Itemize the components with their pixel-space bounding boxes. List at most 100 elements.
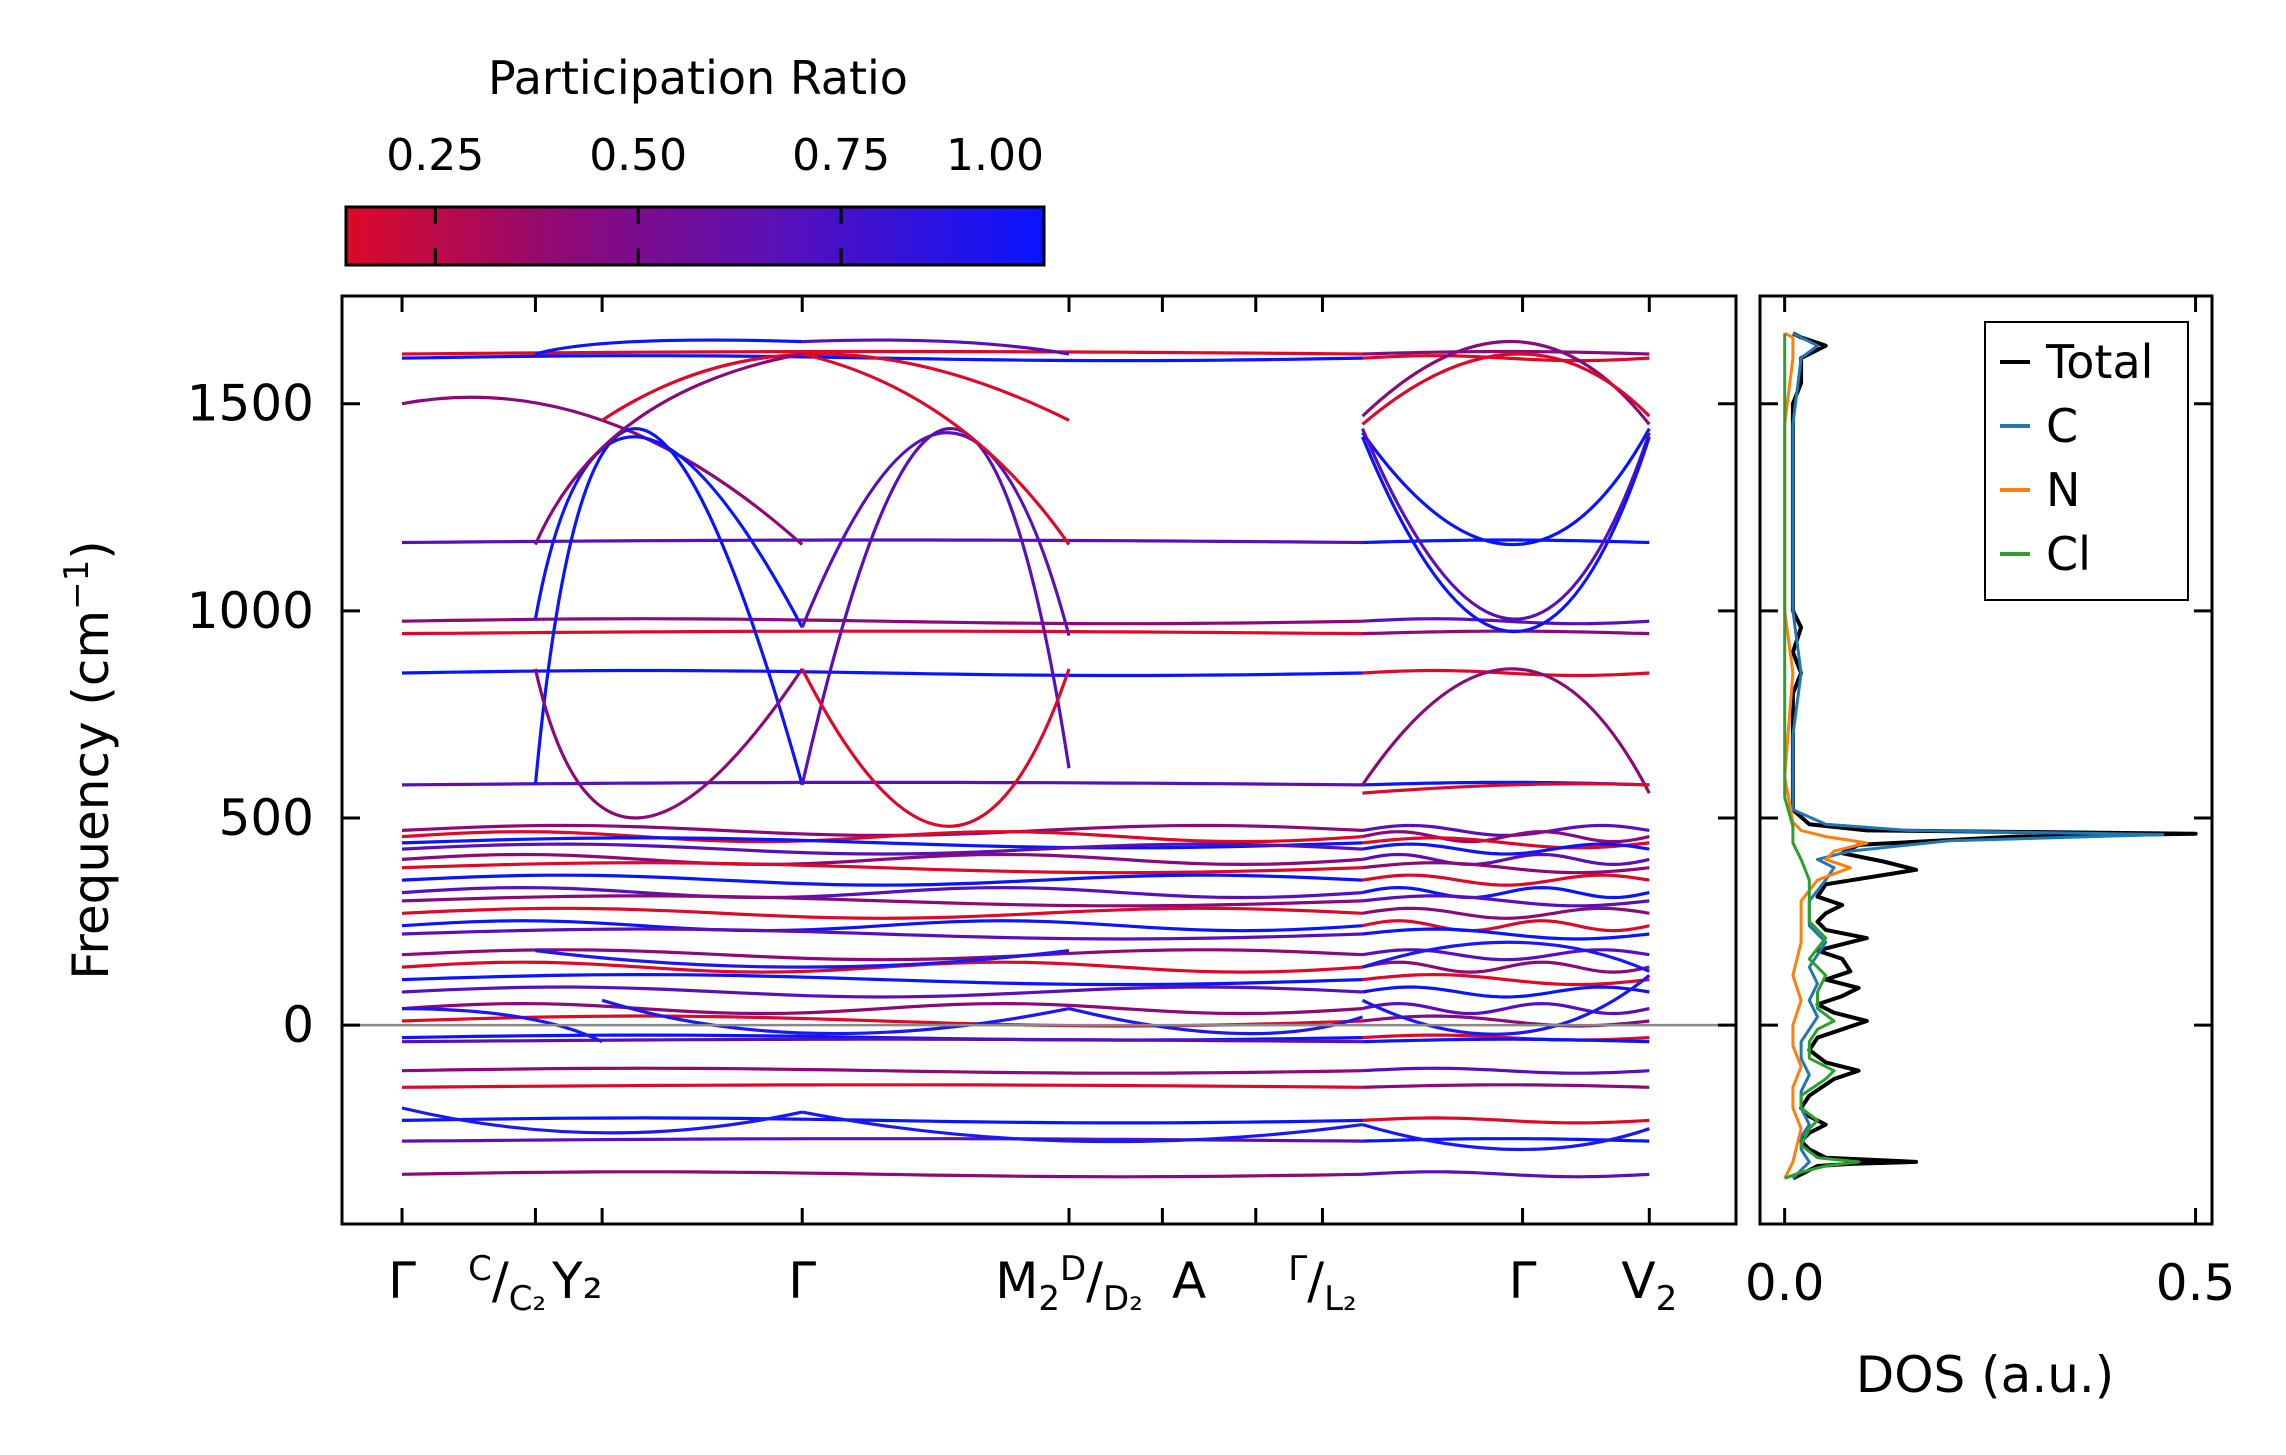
legend-label: C [2046, 399, 2078, 453]
band-line [1362, 1137, 1650, 1143]
band-line [1362, 960, 1650, 974]
legend-label: N [2046, 463, 2080, 517]
kpath-label: V2 [1621, 1252, 1677, 1319]
band-line [1362, 1066, 1650, 1075]
band-lines [401, 338, 1651, 1179]
band-line [802, 338, 1070, 356]
band-line [401, 1083, 1363, 1089]
band-structure-panel: 0 500 1000 1500 Γ C/C₂ Y₂ Γ M2D/D₂ A Γ/L₂ Γ V2 Freq… [57, 294, 2212, 1319]
dos-tick-label: 0.5 [2156, 1254, 2236, 1312]
band-line [1362, 1116, 1650, 1125]
band-line [1362, 1001, 1650, 1016]
dos-axis-label: DOS (a.u.) [1856, 1346, 2115, 1404]
dos-lines [1783, 331, 2198, 1181]
band-line [401, 852, 1363, 867]
band-line [1362, 1170, 1650, 1179]
band-line [1362, 873, 1650, 887]
band-line [1362, 927, 1650, 941]
band-line [401, 780, 1363, 787]
band-line [1362, 1123, 1650, 1152]
band-line [800, 427, 1071, 786]
kpath-label: A [1172, 1252, 1206, 1310]
band-line [533, 352, 803, 546]
band-line [1362, 842, 1650, 856]
band-line [1362, 354, 1650, 363]
band-line [401, 668, 1363, 678]
band-line [1362, 1083, 1650, 1089]
colorbar-ticks: 0.25 0.50 0.75 1.00 [386, 130, 1044, 265]
band-line [533, 668, 804, 820]
kpath-label: C/C₂ Y₂ [468, 1249, 603, 1319]
band-line [401, 906, 1363, 920]
band-line [401, 1037, 1363, 1044]
band-line [1362, 940, 1650, 973]
band-line [401, 836, 1363, 850]
band-line [1362, 782, 1650, 795]
band-line [401, 1001, 1363, 1016]
band-line [401, 1116, 1363, 1125]
band-line [601, 352, 1070, 422]
band-line [800, 431, 1071, 637]
kpath-labels: Γ C/C₂ Y₂ Γ M2D/D₂ A Γ/L₂ Γ V2 [388, 1249, 1677, 1319]
band-line [533, 427, 804, 786]
band-line [601, 998, 1070, 1036]
kpath-label: Γ/L₂ [1288, 1249, 1356, 1319]
colorbar-tick-label: 0.25 [386, 130, 484, 181]
frequency-tick-label: 500 [219, 789, 314, 847]
band-frame [340, 294, 1738, 1226]
band-line [401, 842, 1363, 856]
band-line [1362, 1037, 1650, 1044]
band-line [401, 885, 1363, 900]
band-line [1362, 894, 1650, 908]
band-line [401, 629, 1363, 636]
band-line [401, 894, 1363, 908]
dos-panel: 0.0 0.5 DOS (a.u.) Total CN Cl [1745, 294, 2236, 1404]
band-line [1362, 538, 1650, 545]
band-line [401, 538, 1363, 545]
dos-tick-label: 0.0 [1745, 1254, 1825, 1312]
colorbar: Participation Ratio 0.25 0.50 0.75 1.00 [344, 51, 1046, 267]
colorbar-label: Participation Ratio [488, 51, 908, 105]
frequency-tick-label: 1000 [187, 582, 314, 640]
band-line [1362, 830, 1650, 844]
dos-series-cl [1783, 333, 1861, 1180]
band-line [401, 1066, 1363, 1075]
band-line [1362, 906, 1650, 920]
band-line [401, 1007, 603, 1044]
dos-frame [1758, 294, 2214, 1226]
band-line [401, 861, 1363, 875]
band-line [534, 338, 803, 356]
band-line [1361, 436, 1651, 634]
dos-series-n [1783, 331, 1869, 1180]
band-line [401, 1106, 803, 1135]
frequency-tick-label: 0 [282, 996, 314, 1054]
band-line [1362, 948, 1650, 962]
band-line [1362, 861, 1650, 875]
band-line [801, 1110, 1363, 1144]
colorbar-gradient [344, 205, 1046, 267]
band-line [1362, 885, 1650, 900]
band-line [1362, 668, 1650, 678]
band-line [1362, 985, 1650, 999]
band-line [1362, 852, 1650, 867]
kpath-label: M2D/D₂ [995, 1249, 1143, 1319]
kpath-label: Γ [388, 1252, 416, 1310]
band-line [1362, 617, 1650, 626]
band-line [401, 985, 1363, 999]
band-line [533, 435, 804, 629]
frequency-axis-label: Frequency (cm−1) [57, 540, 120, 980]
band-line [401, 919, 1363, 933]
band-line [1362, 919, 1650, 933]
band-line [1361, 427, 1651, 547]
band-line [1362, 349, 1650, 356]
legend-label: Cl [2046, 527, 2091, 581]
band-line [401, 948, 1363, 962]
kpath-ticks [400, 296, 1651, 1224]
band-line [1362, 836, 1650, 850]
band-line [401, 617, 1363, 626]
band-line [1361, 352, 1651, 426]
kpath-label: Γ [788, 1252, 816, 1310]
frequency-tick-label: 1500 [187, 375, 314, 433]
colorbar-tick-label: 0.75 [792, 130, 890, 181]
band-line [801, 352, 1071, 546]
